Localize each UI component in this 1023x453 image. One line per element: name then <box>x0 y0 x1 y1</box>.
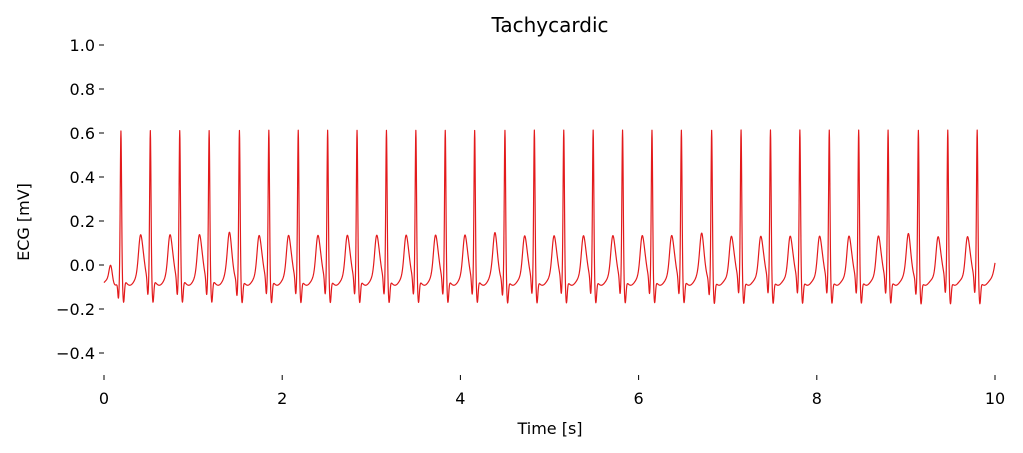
x-tick-label: 6 <box>634 389 644 408</box>
y-tick-label: 0.6 <box>70 124 95 143</box>
x-tick-label: 0 <box>99 389 109 408</box>
y-tick-label: −0.4 <box>56 344 95 363</box>
x-tick-label: 2 <box>277 389 287 408</box>
y-tick-label: −0.2 <box>56 300 95 319</box>
y-tick-label: 1.0 <box>70 36 95 55</box>
x-axis: 0 2 4 6 8 10 <box>99 375 1005 408</box>
ecg-series-line <box>103 129 996 305</box>
x-axis-label: Time [s] <box>516 419 582 438</box>
y-axis-label: ECG [mV] <box>14 183 33 261</box>
y-tick-label: 0.0 <box>70 256 95 275</box>
x-tick-label: 4 <box>455 389 465 408</box>
x-tick-label: 8 <box>812 389 822 408</box>
y-tick-label: 0.2 <box>70 212 95 231</box>
y-axis: −0.4 −0.2 0.0 0.2 0.4 0.6 0.8 1.0 <box>56 36 104 363</box>
y-tick-label: 0.4 <box>70 168 95 187</box>
plot-area <box>103 129 996 305</box>
x-tick-label: 10 <box>985 389 1005 408</box>
chart-title: Tachycardic <box>490 13 608 37</box>
y-tick-label: 0.8 <box>70 80 95 99</box>
